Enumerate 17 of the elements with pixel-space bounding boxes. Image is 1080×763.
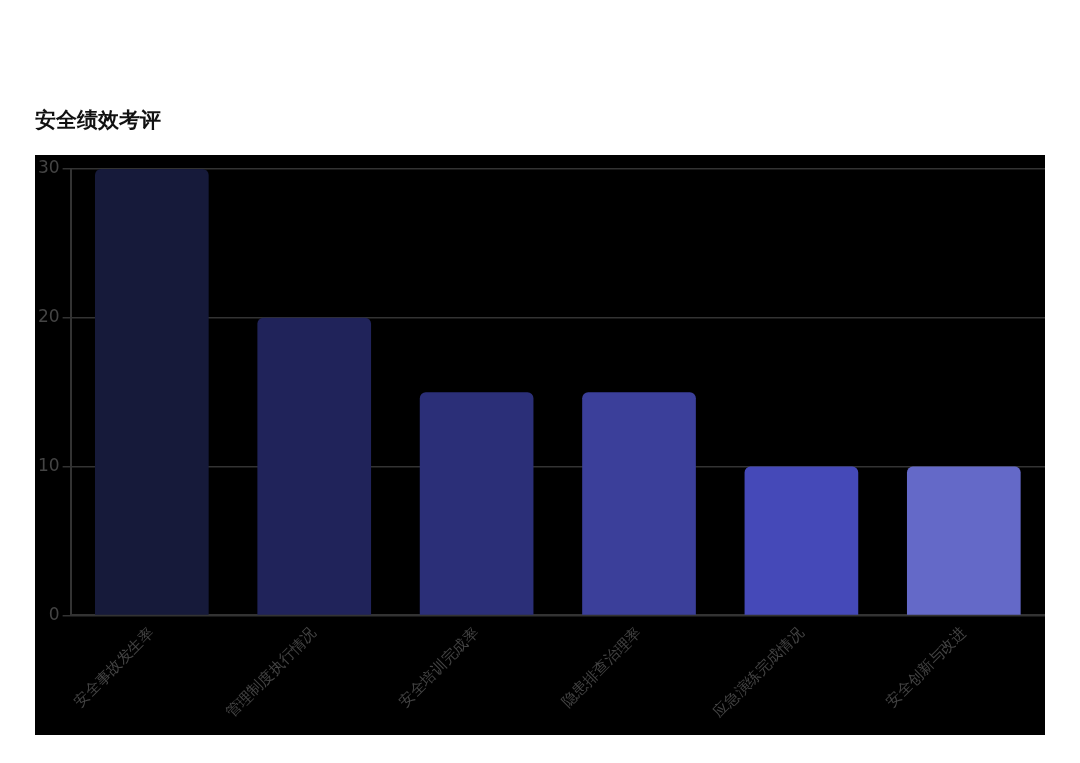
- x-tick-label: 管理制度执行情况: [222, 623, 320, 722]
- x-tick-label: 应急演练完成情况: [709, 623, 807, 722]
- x-tick-label: 隐患排查治理率: [557, 623, 645, 711]
- x-tick-label: 安全创新与改进: [882, 623, 970, 711]
- bar: [94, 169, 209, 615]
- y-tick-label: 0: [48, 603, 60, 624]
- y-tick-label: 30: [37, 157, 60, 178]
- x-tick-label: 安全培训完成率: [395, 623, 483, 711]
- y-tick-label: 20: [37, 306, 60, 327]
- y-tick-label: 10: [37, 455, 60, 476]
- bar: [582, 392, 696, 615]
- bar: [257, 317, 372, 615]
- bar: [906, 466, 1021, 615]
- bar: [744, 466, 859, 615]
- x-tick-label: 安全事故发生率: [70, 623, 158, 711]
- chart-title: 安全绩效考评: [35, 107, 161, 134]
- bar: [419, 392, 534, 615]
